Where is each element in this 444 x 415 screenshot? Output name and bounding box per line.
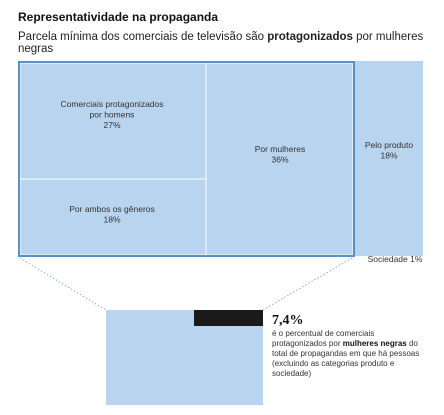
- cell-mulheres-label-1: 36%: [271, 155, 288, 165]
- highlight-note: 7,4% é o percentual de comerciais protag…: [272, 314, 422, 379]
- note-text: é o percentual de comerciais protagoniza…: [272, 329, 375, 348]
- highlight-mulheres-negras: [194, 310, 263, 326]
- connector-left: [19, 257, 107, 311]
- cell-produto: [355, 61, 423, 249]
- cell-homens-label-2: 27%: [103, 120, 120, 130]
- note-emphasis: mulheres negras: [342, 339, 407, 348]
- cell-produto-label-1: 18%: [380, 151, 397, 161]
- cell-mulheres-label-0: Por mulheres: [255, 144, 306, 154]
- subtitle-emphasis: protagonizados: [267, 31, 353, 43]
- cell-sociedade: [355, 249, 423, 256]
- subtitle-text: Parcela mínima dos comerciais de televis…: [18, 31, 268, 43]
- connector-right: [262, 257, 353, 311]
- cell-produto-label-0: Pelo produto: [365, 140, 413, 150]
- subtitle-tail: por mulheres negras: [18, 31, 424, 55]
- highlight-value: 7,4%: [272, 313, 304, 328]
- chart-title: Representatividade na propaganda: [18, 10, 219, 24]
- group-border: [18, 61, 355, 257]
- cell-homens-label-1: por homens: [90, 110, 135, 120]
- cell-homens-label-0: Comerciais protagonizados: [61, 99, 164, 109]
- cell-sociedade-label: Sociedade 1%: [368, 254, 423, 264]
- cell-ambos-label-0: Por ambos os gêneros: [69, 204, 155, 214]
- chart-subtitle: Parcela mínima dos comerciais de televis…: [18, 31, 444, 55]
- note-tail: do total de propagandas em que há pessoa…: [272, 339, 420, 378]
- cell-ambos-label-1: 18%: [103, 215, 120, 225]
